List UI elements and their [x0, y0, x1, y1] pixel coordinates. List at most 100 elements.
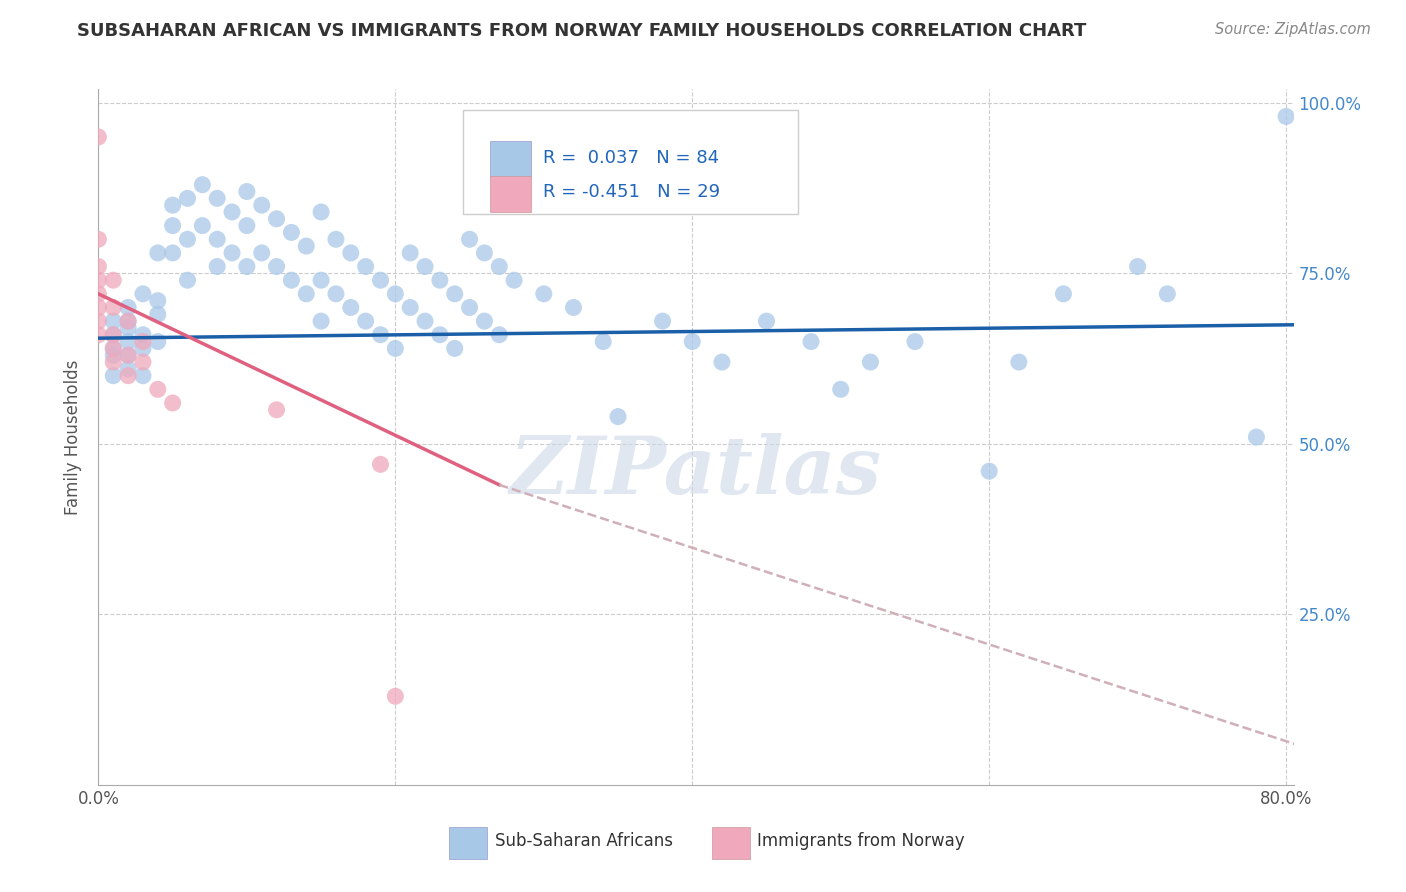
Point [280, 273, 302, 287]
Point [117, 348, 139, 362]
Point [162, 219, 184, 233]
Point [103, 327, 125, 342]
Point [384, 286, 406, 301]
Point [280, 226, 302, 240]
Point [250, 246, 273, 260]
Point [221, 205, 243, 219]
Point [295, 286, 318, 301]
Point [325, 286, 347, 301]
Point [354, 260, 377, 274]
Point [413, 314, 436, 328]
Point [370, 327, 392, 342]
Point [533, 286, 555, 301]
Point [1052, 286, 1074, 301]
Point [103, 273, 125, 287]
Text: Source: ZipAtlas.com: Source: ZipAtlas.com [1215, 22, 1371, 37]
Point [904, 334, 927, 349]
Point [236, 185, 259, 199]
Point [87, 273, 110, 287]
Point [103, 342, 125, 356]
Text: ZIPatlas: ZIPatlas [510, 434, 882, 510]
FancyBboxPatch shape [491, 176, 531, 212]
Point [562, 301, 585, 315]
Text: R = -0.451   N = 29: R = -0.451 N = 29 [543, 183, 720, 201]
FancyBboxPatch shape [463, 110, 797, 214]
Point [103, 342, 125, 356]
Point [474, 246, 496, 260]
Point [651, 314, 673, 328]
Point [162, 246, 184, 260]
Point [266, 211, 288, 226]
Point [87, 130, 110, 145]
Point [117, 301, 139, 315]
Text: SUBSAHARAN AFRICAN VS IMMIGRANTS FROM NORWAY FAMILY HOUSEHOLDS CORRELATION CHART: SUBSAHARAN AFRICAN VS IMMIGRANTS FROM NO… [77, 22, 1087, 40]
Point [681, 334, 703, 349]
Text: Sub-Saharan Africans: Sub-Saharan Africans [495, 831, 673, 849]
Point [146, 293, 169, 308]
Point [117, 314, 139, 328]
Point [443, 286, 465, 301]
Point [205, 260, 228, 274]
Point [340, 246, 363, 260]
Point [146, 246, 169, 260]
Point [859, 355, 882, 369]
Point [87, 286, 110, 301]
Point [325, 232, 347, 246]
Point [755, 314, 778, 328]
Point [146, 334, 169, 349]
Point [266, 260, 288, 274]
Point [370, 273, 392, 287]
Point [295, 239, 318, 253]
Point [607, 409, 630, 424]
Point [117, 321, 139, 335]
Point [309, 205, 332, 219]
Point [103, 301, 125, 315]
Point [384, 342, 406, 356]
Point [132, 286, 155, 301]
Point [176, 232, 198, 246]
Point [488, 327, 510, 342]
Point [503, 273, 526, 287]
Point [429, 327, 451, 342]
Text: Immigrants from Norway: Immigrants from Norway [756, 831, 965, 849]
Point [429, 273, 451, 287]
Point [309, 273, 332, 287]
Point [103, 355, 125, 369]
Y-axis label: Family Households: Family Households [65, 359, 83, 515]
Point [710, 355, 733, 369]
Point [132, 334, 155, 349]
Point [370, 458, 392, 472]
Point [800, 334, 823, 349]
Point [399, 246, 422, 260]
Point [117, 368, 139, 383]
Point [205, 191, 228, 205]
Point [87, 301, 110, 315]
Point [87, 260, 110, 274]
Point [162, 396, 184, 410]
Point [592, 334, 614, 349]
Point [132, 342, 155, 356]
Point [1275, 110, 1298, 124]
Point [266, 402, 288, 417]
Point [146, 382, 169, 396]
Point [162, 198, 184, 212]
Point [236, 219, 259, 233]
Point [221, 246, 243, 260]
Point [1246, 430, 1268, 444]
Point [176, 191, 198, 205]
Point [146, 307, 169, 321]
Point [87, 327, 110, 342]
Point [117, 348, 139, 362]
Point [87, 232, 110, 246]
Point [103, 327, 125, 342]
Point [103, 314, 125, 328]
Point [103, 368, 125, 383]
Point [176, 273, 198, 287]
Point [117, 362, 139, 376]
Point [1126, 260, 1149, 274]
Point [443, 342, 465, 356]
Point [488, 260, 510, 274]
Point [384, 690, 406, 704]
Point [458, 232, 481, 246]
Point [413, 260, 436, 274]
